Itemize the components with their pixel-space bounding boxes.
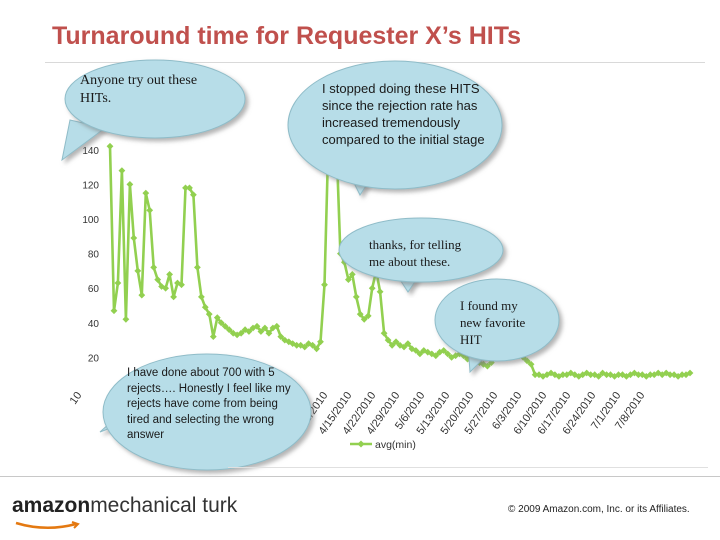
mturk-logo: amazonmechanical turk bbox=[12, 494, 237, 518]
callout-bubble bbox=[102, 353, 312, 471]
data-point bbox=[273, 322, 281, 330]
callout-bubble bbox=[64, 59, 246, 139]
x-tick-label: 10 bbox=[68, 390, 85, 407]
y-tick-label: 140 bbox=[82, 146, 99, 157]
callout-bubble bbox=[287, 60, 503, 190]
data-point bbox=[110, 307, 118, 315]
y-axis: 140 120 100 80 60 40 20 bbox=[82, 146, 99, 365]
data-point bbox=[194, 264, 201, 271]
data-point bbox=[146, 206, 154, 214]
data-point bbox=[531, 371, 539, 379]
callout-favorite bbox=[434, 278, 560, 374]
copyright-text: © 2009 Amazon.com, Inc. or its Affiliate… bbox=[508, 504, 690, 515]
y-tick-label: 20 bbox=[88, 353, 100, 364]
callout-thanks bbox=[338, 217, 504, 293]
data-point bbox=[198, 293, 205, 301]
data-point bbox=[595, 373, 602, 380]
data-point bbox=[201, 303, 209, 311]
data-point bbox=[162, 284, 169, 292]
callout-bubble bbox=[434, 278, 560, 362]
data-point bbox=[182, 184, 189, 192]
legend: avg(min) bbox=[350, 439, 416, 451]
data-point bbox=[384, 336, 392, 344]
callouts bbox=[61, 59, 560, 471]
data-point bbox=[142, 189, 150, 197]
legend-label: avg(min) bbox=[375, 439, 416, 451]
data-point bbox=[166, 271, 173, 278]
logo-mechanical-turk: mechanical turk bbox=[90, 494, 238, 517]
data-point bbox=[400, 343, 408, 351]
footer-divider bbox=[0, 476, 720, 477]
y-tick-label: 100 bbox=[82, 215, 99, 226]
data-point bbox=[352, 293, 360, 301]
data-point bbox=[348, 271, 356, 278]
data-point bbox=[313, 345, 320, 353]
data-point bbox=[217, 319, 225, 327]
data-point bbox=[190, 191, 197, 199]
data-point bbox=[412, 347, 420, 354]
data-point bbox=[221, 322, 229, 330]
data-point bbox=[388, 341, 396, 349]
callout-anyone bbox=[61, 59, 246, 162]
data-point bbox=[154, 276, 162, 283]
y-tick-label: 120 bbox=[82, 180, 99, 191]
data-point bbox=[321, 281, 328, 289]
callout-stopped bbox=[287, 60, 503, 197]
data-point bbox=[603, 371, 610, 379]
data-point bbox=[523, 357, 531, 365]
data-point bbox=[416, 350, 424, 358]
callout-rejects bbox=[99, 353, 312, 471]
data-point bbox=[404, 340, 412, 347]
data-point bbox=[170, 293, 177, 301]
amazon-smile-icon bbox=[15, 521, 80, 529]
y-tick-label: 80 bbox=[88, 250, 100, 261]
data-point bbox=[114, 279, 122, 287]
data-point bbox=[392, 338, 400, 346]
y-tick-label: 40 bbox=[88, 319, 100, 330]
callout-text-thanks: thanks, for telling me about these. bbox=[369, 237, 462, 269]
data-point bbox=[150, 264, 158, 271]
chart-title: Turnaround time for Requester X’s HITs bbox=[52, 22, 522, 50]
data-point bbox=[253, 322, 261, 330]
data-point bbox=[345, 276, 352, 283]
data-point bbox=[309, 341, 316, 349]
data-point bbox=[261, 324, 269, 332]
data-point bbox=[376, 288, 384, 296]
data-point bbox=[106, 142, 114, 150]
data-point bbox=[122, 315, 130, 323]
footer-divider-thin bbox=[228, 467, 708, 468]
data-point bbox=[666, 371, 674, 379]
data-point bbox=[484, 362, 491, 370]
data-point bbox=[126, 181, 134, 188]
data-point bbox=[130, 234, 138, 242]
data-point bbox=[368, 284, 376, 292]
data-point bbox=[527, 360, 535, 368]
callout-bubble bbox=[338, 217, 504, 283]
callout-text-rejects: I have done about 700 with 5 rejects…. H… bbox=[127, 367, 291, 441]
logo-amazon: amazon bbox=[12, 494, 91, 517]
data-point bbox=[213, 314, 221, 321]
data-point bbox=[237, 329, 245, 337]
data-point bbox=[678, 371, 686, 379]
data-point bbox=[277, 333, 285, 340]
y-tick-label: 60 bbox=[88, 284, 100, 295]
data-point bbox=[317, 338, 324, 346]
callout-text-favorite: I found my new favorite HIT bbox=[460, 298, 526, 347]
data-point bbox=[118, 167, 126, 174]
callout-text-anyone: Anyone try out these HITs. bbox=[80, 73, 198, 106]
data-point bbox=[646, 371, 654, 379]
data-point bbox=[186, 184, 193, 192]
data-point bbox=[134, 267, 142, 275]
data-point bbox=[138, 291, 146, 299]
data-point bbox=[209, 333, 217, 340]
legend-marker bbox=[357, 440, 365, 448]
callout-text-stopped: I stopped doing these HITS since the rej… bbox=[322, 81, 485, 147]
